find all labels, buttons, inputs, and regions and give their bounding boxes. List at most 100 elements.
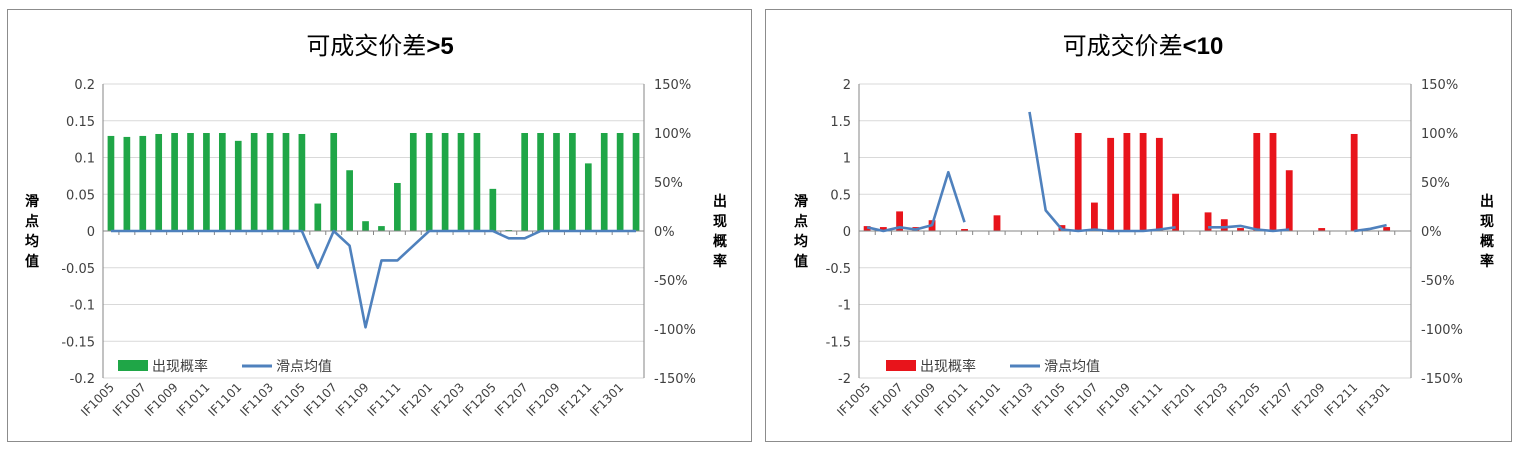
chart-2-left-tick-label: -0.5 [826, 262, 851, 277]
chart-1-bar [409, 133, 417, 231]
chart-1-x-tick-label: IF1109 [333, 380, 372, 419]
chart-2-right-tick-label: -150% [1421, 372, 1463, 387]
chart-2-bar [993, 215, 1001, 231]
chart-2-title-main: 可成交价差 [1063, 32, 1183, 60]
chart-2-right-axis-title-char: 现 [1480, 214, 1494, 230]
chart-2-x-tick-label: IF1103 [997, 380, 1036, 419]
chart-1-right-tick-label: 0% [654, 225, 675, 240]
chart-1-x-tick-label: IF1107 [301, 380, 340, 419]
chart-1-bar [489, 188, 497, 231]
chart-2-left-axis-title-char: 值 [794, 253, 808, 270]
chart-1-right-tick-label: 100% [654, 127, 691, 142]
chart-2-right-tick-label: 50% [1421, 176, 1450, 191]
chart-2-legend-line-label: 滑点均值 [1044, 358, 1100, 375]
chart-1-left-tick-label: 0.05 [66, 188, 95, 203]
chart-1-title-main: 可成交价差 [306, 32, 426, 60]
chart-1-bar [457, 133, 465, 231]
chart-2-x-tick-label: IF1011 [932, 380, 971, 419]
chart-1-bar [537, 133, 544, 231]
chart-2-x-tick-label: IF1205 [1224, 380, 1263, 419]
chart-1-bar [298, 133, 306, 231]
chart-1-left-tick-label: -0.15 [61, 335, 95, 350]
chart-1-bar [632, 133, 640, 231]
chart-2-line-series [1354, 223, 1387, 233]
chart-1-bar [330, 133, 338, 231]
chart-2-bar [1204, 212, 1212, 231]
chart-1-bar [473, 133, 481, 231]
chart-2-x-tick-label: IF1201 [1159, 380, 1198, 419]
chart-1-x-tick-label: IF1207 [492, 380, 531, 419]
chart-1-left-tick-label: -0.1 [70, 299, 95, 314]
chart-2-left-tick-label: 0 [843, 225, 851, 240]
chart-1-x-tick-label: IF1301 [587, 380, 626, 419]
chart-2-left-axis-title-char: 滑 [794, 193, 808, 210]
chart-1-bar [123, 136, 131, 231]
chart-1-x-tick-label: IF1011 [174, 380, 213, 419]
chart-1-x-tick-label: IF1209 [524, 380, 563, 419]
chart-panel-2: 可成交价差<10 2 1.5 1 0.5 0 -0.5 -1 -1.5 -2 150% 100% 50%… [765, 9, 1512, 442]
chart-2-x-tick-label: IF1301 [1354, 380, 1393, 419]
chart-2-left-axis-title: 滑点均值 [794, 193, 808, 270]
chart-2-x-tick-label: IF1105 [1029, 380, 1068, 419]
chart-2-bar [1123, 133, 1131, 231]
chart-2-right-axis-title-char: 出 [1480, 193, 1494, 210]
chart-2-bar [896, 211, 903, 231]
chart-1-left-tick-label: 0 [87, 225, 95, 240]
chart-1-left-tick-label: 0.2 [74, 78, 95, 93]
chart-1-bar [234, 140, 242, 231]
chart-2-x-tick-label: IF1101 [964, 380, 1003, 419]
chart-2-right-tick-label: 150% [1421, 78, 1458, 93]
chart-1-right-tick-label: 150% [654, 78, 691, 93]
chart-2-svg: 可成交价差<10 2 1.5 1 0.5 0 -0.5 -1 -1.5 -2 150% 100% 50%… [794, 32, 1494, 419]
chart-1-x-tick-label: IF1101 [205, 380, 244, 419]
chart-1-bar [521, 133, 529, 231]
chart-2-bar [1253, 133, 1261, 231]
chart-1-legend-bar-swatch [118, 360, 148, 371]
chart-1-title-condition: >5 [426, 33, 453, 60]
chart-2-bar [1318, 228, 1326, 231]
chart-2-bar [1074, 133, 1082, 231]
chart-1-bar [425, 133, 433, 231]
chart-2-bar [1107, 137, 1115, 231]
chart-1-bar [187, 133, 194, 231]
chart-1-left-tick-label: -0.05 [61, 262, 95, 277]
chart-1-bar [266, 133, 274, 231]
chart-1-bar [155, 133, 163, 231]
chart-1-right-tick-label: 50% [654, 176, 683, 191]
chart-1-left-axis-title-char: 点 [25, 213, 39, 230]
chart-1-left-tick-label: 0.1 [74, 152, 95, 167]
chart-2-right-axis-title-char: 概 [1480, 233, 1494, 250]
chart-1-bar [250, 133, 258, 231]
chart-2-bar [1139, 133, 1147, 231]
chart-2-legend-bar-label: 出现概率 [920, 358, 976, 375]
chart-1-x-tick-label: IF1103 [237, 380, 276, 419]
chart-1-right-axis-title-char: 率 [713, 253, 727, 270]
chart-1-bar [378, 226, 385, 231]
chart-1-bar [218, 133, 226, 231]
chart-1-bar [203, 133, 210, 231]
chart-1-left-axis-title-char: 均 [25, 233, 39, 250]
chart-1-line-series [111, 229, 636, 329]
chart-1-x-tick-label: IF1111 [365, 380, 404, 419]
chart-1-x-tick-label: IF1007 [110, 380, 149, 419]
chart-1-x-tick-label: IF1201 [396, 380, 435, 419]
chart-2-bar [1172, 193, 1179, 231]
chart-1-x-tick-label: IF1105 [269, 380, 308, 419]
chart-2-right-tick-label: -100% [1421, 323, 1463, 338]
chart-2-x-tick-label: IF1111 [1127, 380, 1166, 419]
chart-1-right-tick-label: -150% [654, 372, 696, 387]
chart-1-bar [314, 203, 322, 231]
chart-1-bar [441, 133, 449, 231]
chart-1-bar [584, 163, 592, 231]
chart-2-x-tick-label: IF1109 [1094, 380, 1133, 419]
chart-2-x-tick-label: IF1211 [1321, 380, 1360, 419]
chart-1-legend-bar-label: 出现概率 [152, 358, 208, 375]
chart-2-x-tick-label: IF1007 [867, 380, 906, 419]
chart-1-bar [600, 133, 608, 231]
chart-1-left-axis-title-char: 值 [25, 253, 39, 270]
chart-2-line-series [1028, 111, 1176, 233]
chart-2-title: 可成交价差<10 [1063, 32, 1224, 60]
chart-2-x-tick-label: IF1009 [899, 380, 938, 419]
chart-2-left-axis-title-char: 点 [794, 213, 808, 230]
chart-1-right-axis-title: 出现概率 [713, 193, 727, 270]
